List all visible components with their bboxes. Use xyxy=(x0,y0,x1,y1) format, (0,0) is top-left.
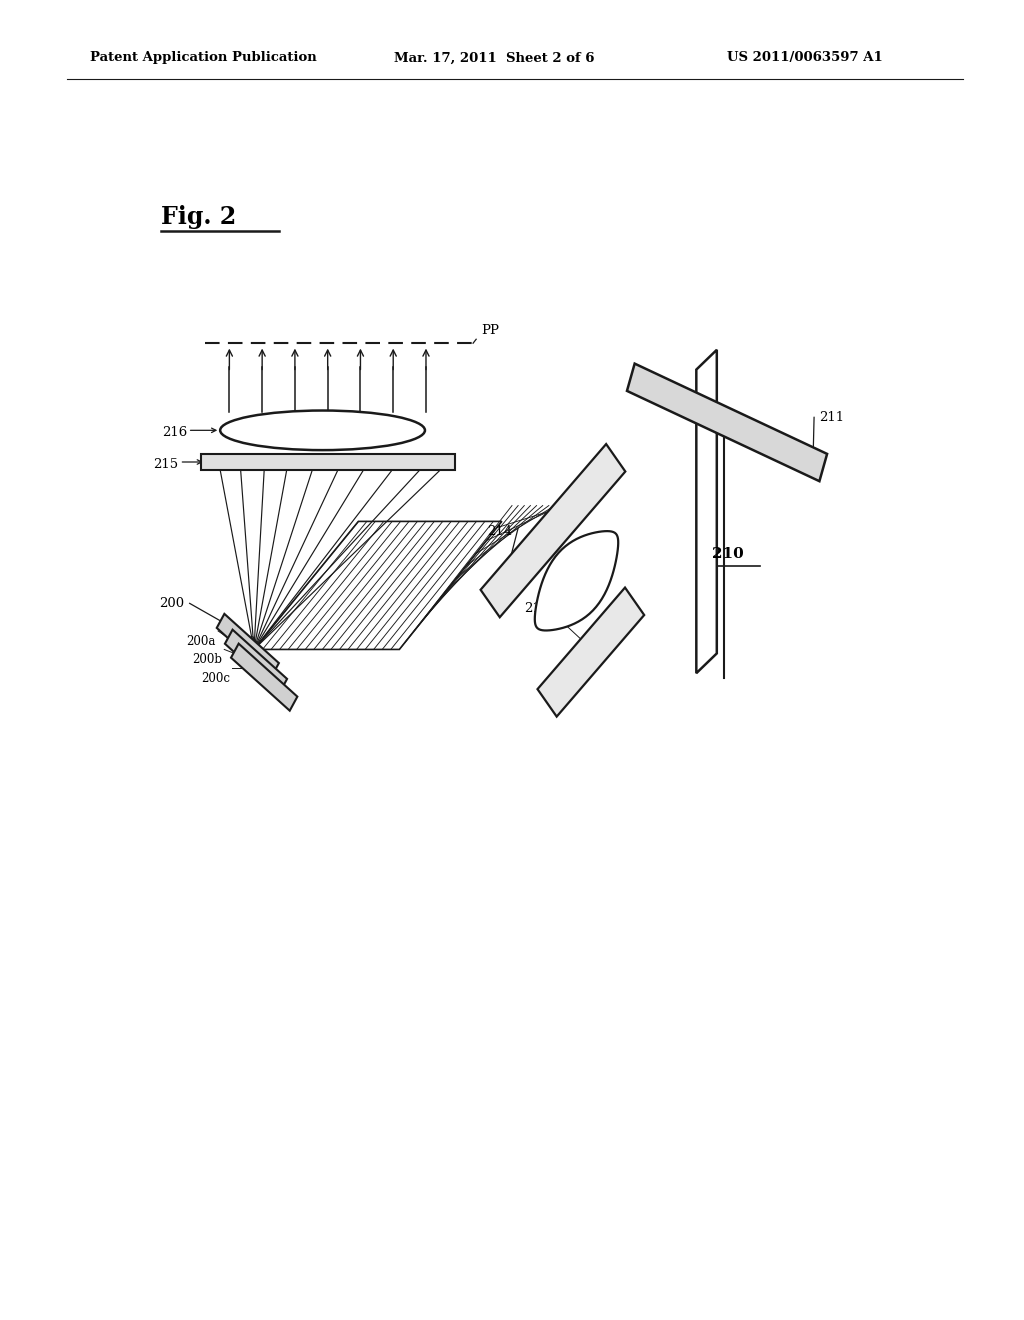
Text: 210: 210 xyxy=(712,548,743,561)
Polygon shape xyxy=(696,350,717,673)
Text: 211: 211 xyxy=(819,411,845,424)
Polygon shape xyxy=(254,521,502,649)
Bar xyxy=(201,454,455,470)
Polygon shape xyxy=(627,363,827,482)
Ellipse shape xyxy=(220,411,425,450)
Polygon shape xyxy=(480,444,626,618)
Polygon shape xyxy=(535,531,618,631)
Text: Patent Application Publication: Patent Application Publication xyxy=(90,51,316,65)
Text: Mar. 17, 2011  Sheet 2 of 6: Mar. 17, 2011 Sheet 2 of 6 xyxy=(394,51,595,65)
Text: Fig. 2: Fig. 2 xyxy=(161,205,236,228)
Polygon shape xyxy=(231,644,297,710)
Text: 200a: 200a xyxy=(186,635,216,648)
Text: 212: 212 xyxy=(524,602,550,615)
Polygon shape xyxy=(538,587,644,717)
Text: 215: 215 xyxy=(154,458,179,471)
Text: PP: PP xyxy=(481,323,500,337)
Text: 216: 216 xyxy=(162,426,187,440)
Text: 200: 200 xyxy=(159,597,184,610)
Text: 214: 214 xyxy=(487,525,513,539)
Polygon shape xyxy=(225,630,287,693)
Text: 200c: 200c xyxy=(201,672,229,685)
Text: 213: 213 xyxy=(573,594,599,607)
Text: 200b: 200b xyxy=(193,653,222,667)
Text: US 2011/0063597 A1: US 2011/0063597 A1 xyxy=(727,51,883,65)
Polygon shape xyxy=(217,614,279,677)
